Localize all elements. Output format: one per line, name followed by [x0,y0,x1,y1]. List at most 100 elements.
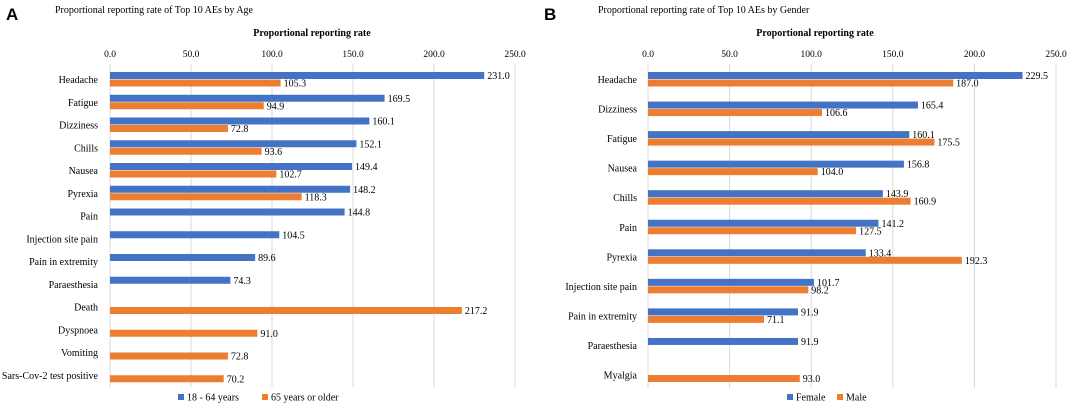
data-label-dizziness-18-64-years: 160.1 [372,117,395,128]
data-label-headache-male: 187.0 [956,79,979,90]
bar-fatigue-female [648,131,910,139]
data-label-injection-site-pain-18-64-years: 104.5 [282,230,305,241]
data-label-pain-in-extremity-male: 71.1 [767,315,785,326]
category-label-sars-cov-2-test-positive: Sars-Cov-2 test positive [2,371,99,382]
data-label-pyrexia-18-64-years: 148.2 [353,185,376,196]
category-label-dyspnoea: Dyspnoea [58,325,99,336]
legend-label-65-years-or-older: 65 years or older [271,393,339,404]
data-label-pain-in-extremity-18-64-years: 89.6 [258,253,276,264]
bar-dizziness-male [648,109,822,117]
bar-headache-female [648,72,1023,79]
category-label-chills: Chills [613,193,637,204]
panel-a-category-labels: Headache Fatigue Dizziness Chills Nausea Pyre… [2,75,99,382]
data-label-headache-female: 229.5 [1026,71,1049,82]
data-label-chills-female: 143.9 [886,189,909,200]
bar-dyspnoea-65-years-or-older [110,329,258,337]
tick-label-150-0: 150.0 [882,50,904,60]
data-label-paraesthesia-18-64-years: 74.3 [233,276,251,287]
data-label-pain-18-64-years: 144.8 [348,208,371,219]
data-label-fatigue-18-64-years: 169.5 [388,94,411,105]
panel-a-gridlines [109,64,516,387]
panel-b-letter: B [544,5,556,24]
bar-death-65-years-or-older [110,307,462,314]
bar-dizziness-female [648,101,918,109]
legend-label-18-64-years: 18 - 64 years [187,393,239,404]
bar-pain-male [648,227,857,235]
tick-label-250-0: 250.0 [504,50,526,60]
bar-chills-female [648,190,883,198]
data-label-dizziness-female: 165.4 [921,101,944,112]
bar-pain-in-extremity-18-64-years [110,254,256,261]
legend-swatch-female [787,394,793,400]
bar-headache-65-years-or-older [110,79,281,87]
panel-b-title: Proportional reporting rate of Top 10 AE… [598,5,810,16]
panel-b-chart: B Proportional reporting rate of Top 10 … [544,5,1067,404]
bar-pain-in-extremity-female [648,308,798,316]
panel-b-category-labels: Headache Dizziness Fatigue Nausea Chills Pain… [565,75,637,382]
legend-swatch-male [837,394,843,400]
category-label-pain-in-extremity: Pain in extremity [568,311,637,322]
data-label-nausea-18-64-years: 149.4 [355,162,378,173]
category-label-injection-site-pain: Injection site pain [565,282,637,293]
bar-injection-site-pain-18-64-years [110,231,280,239]
bar-dizziness-18-64-years [110,117,370,125]
tick-label-0-0: 0.0 [642,50,654,60]
bar-chills-18-64-years [110,140,357,148]
bar-headache-male [648,79,954,87]
bar-chills-male [648,197,911,205]
tick-label-0-0: 0.0 [104,50,116,60]
panel-b-bars [648,72,1023,382]
data-label-nausea-65-years-or-older: 102.7 [279,170,302,181]
category-label-paraesthesia: Paraesthesia [49,280,99,291]
tick-label-100-0: 100.0 [801,50,823,60]
bar-injection-site-pain-male [648,286,809,294]
category-label-death: Death [74,303,98,314]
bar-chills-65-years-or-older [110,147,262,155]
legend-label-female: Female [796,393,826,404]
data-label-injection-site-pain-female: 101.7 [817,278,840,289]
data-label-paraesthesia-female: 91.9 [801,337,819,348]
category-label-vomiting: Vomiting [61,348,98,359]
data-label-pyrexia-female: 133.4 [869,248,892,259]
panel-a-chart: A Proportional reporting rate of Top 10 … [2,5,526,404]
category-label-pain: Pain [619,223,637,234]
panel-a-tick-labels: 0.0 50.0 100.0 150.0 200.0 250.0 [104,50,526,60]
bar-dizziness-65-years-or-older [110,125,228,132]
bar-nausea-male [648,168,818,176]
panel-a-axis-title: Proportional reporting rate [253,28,371,39]
data-label-pain-female: 141.2 [881,219,904,230]
legend-swatch-65-years-or-older [262,394,268,400]
category-label-nausea: Nausea [69,166,99,177]
bar-fatigue-18-64-years [110,94,385,102]
data-label-headache-65-years-or-older: 105.3 [284,79,307,90]
tick-label-150-0: 150.0 [342,50,364,60]
data-label-pain-in-extremity-female: 91.9 [801,307,819,318]
data-label-dizziness-male: 106.6 [825,108,848,119]
category-label-dizziness: Dizziness [59,121,98,132]
data-label-dizziness-65-years-or-older: 72.8 [231,124,249,135]
data-label-pyrexia-65-years-or-older: 118.3 [305,192,327,203]
data-label-sars-cov-2-test-positive-65-years-or-older: 70.2 [227,374,245,385]
bar-paraesthesia-18-64-years [110,276,231,284]
bar-pain-female [648,219,879,227]
bar-vomiting-65-years-or-older [110,352,228,360]
data-label-dyspnoea-65-years-or-older: 91.0 [260,329,278,340]
category-label-pyrexia: Pyrexia [67,189,98,200]
legend-label-male: Male [846,393,867,404]
panel-a-data-labels: 231.0 105.3 169.5 94.9 160.1 72.8 152.1 93.6 149… [227,71,510,385]
data-label-fatigue-male: 175.5 [937,138,960,149]
data-label-pain-male: 127.5 [859,226,882,237]
bar-myalgia-male [648,375,800,382]
panel-a-bars [110,72,485,383]
data-label-pyrexia-male: 192.3 [965,256,988,267]
data-label-headache-18-64-years: 231.0 [487,71,510,82]
data-label-myalgia-male: 93.0 [803,374,821,385]
panel-a-letter: A [6,5,18,24]
data-label-chills-male: 160.9 [914,197,937,208]
bar-nausea-65-years-or-older [110,170,277,178]
category-label-pain: Pain [80,212,98,223]
panel-a-title: Proportional reporting rate of Top 10 AE… [55,5,254,16]
